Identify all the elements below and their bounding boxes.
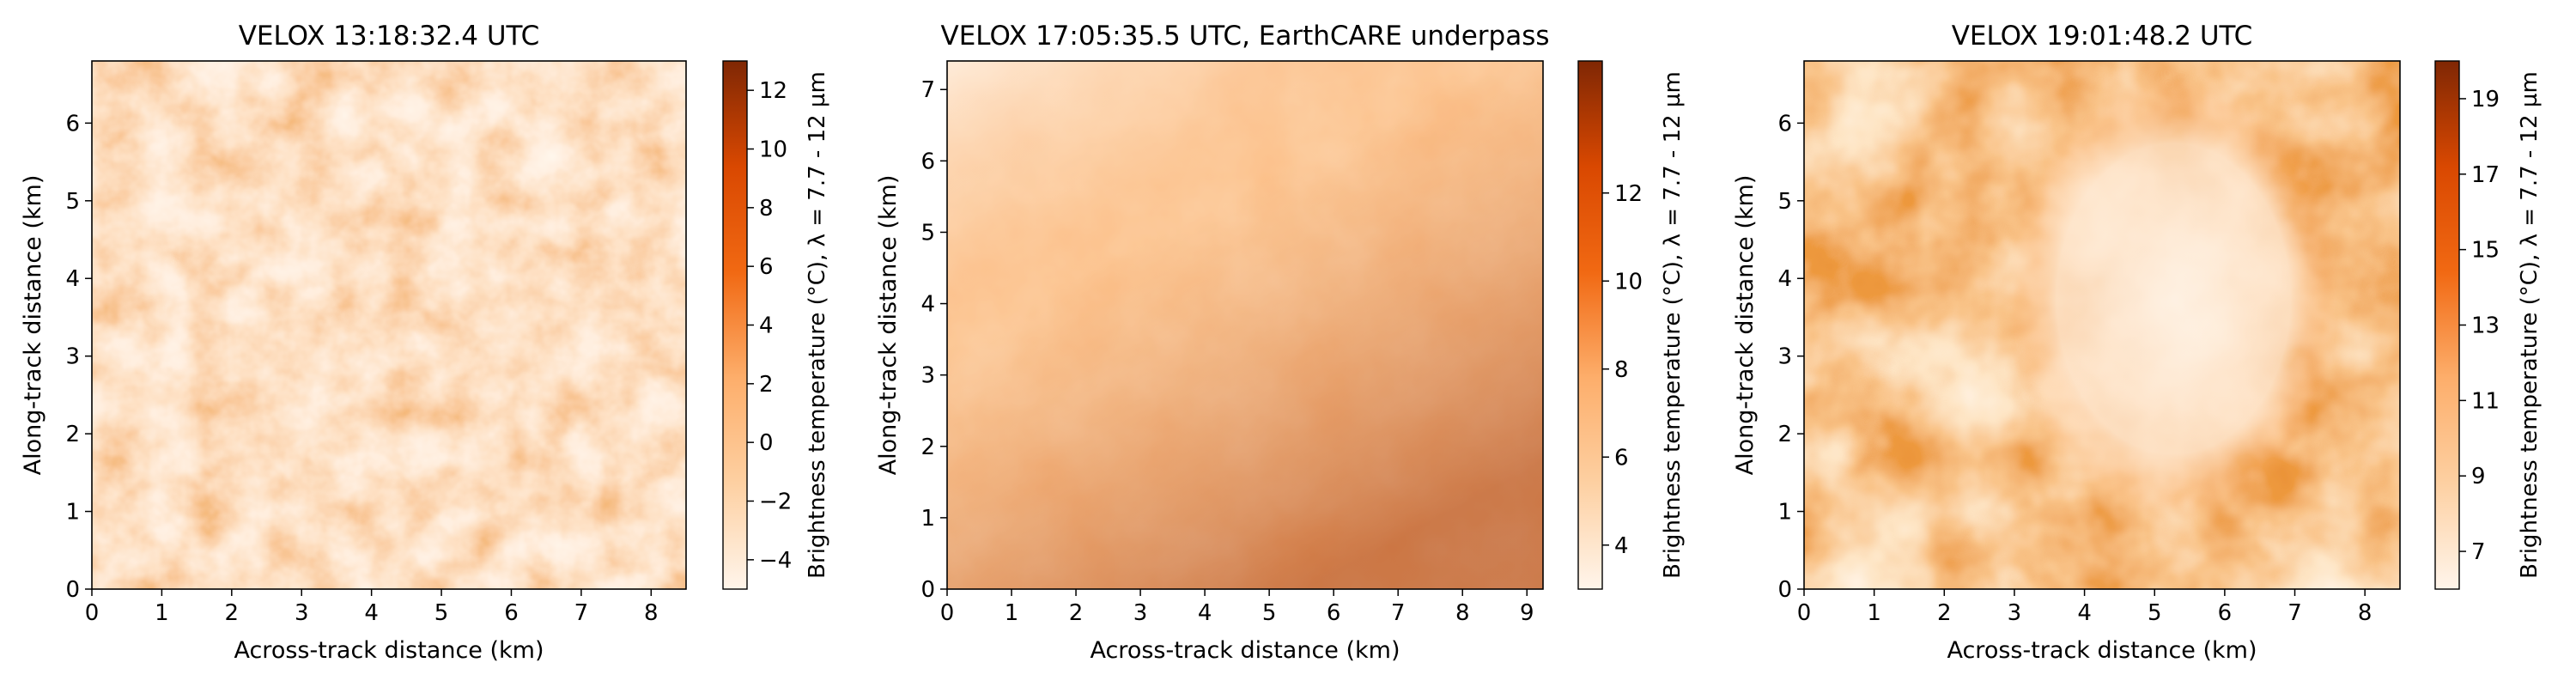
y-axis-label: Along-track distance (km) <box>875 175 902 476</box>
y-tick-label: 2 <box>65 422 80 447</box>
x-tick-label: 1 <box>1005 600 1019 626</box>
y-tick-label: 4 <box>65 266 80 292</box>
x-tick-label: 6 <box>2218 600 2233 626</box>
colorbar-tick-label: 2 <box>759 372 774 398</box>
colorbar-tick-label: 15 <box>2471 238 2500 264</box>
y-tick-label: 1 <box>1777 500 1792 526</box>
y-tick-label: 0 <box>65 577 80 603</box>
x-tick-label: 2 <box>225 600 240 626</box>
colorbar-label: Brightness temperature (°C), λ = 7.7 - 1… <box>2517 71 2543 579</box>
colorbar-tick-label: 7 <box>2471 539 2486 565</box>
colorbar-label: Brightness temperature (°C), λ = 7.7 - 1… <box>805 71 830 579</box>
colorbar-tick-label: 6 <box>1614 445 1629 471</box>
x-tick-label: 0 <box>1797 600 1812 626</box>
colorbar-tick-label: 8 <box>759 196 774 222</box>
chart-title: VELOX 19:01:48.2 UTC <box>1952 21 2253 52</box>
x-tick-label: 4 <box>1198 600 1212 626</box>
y-tick-label: 2 <box>920 435 935 460</box>
y-tick-label: 4 <box>920 292 935 318</box>
y-tick-label: 0 <box>1777 577 1792 603</box>
y-axis-label: Along-track distance (km) <box>20 175 46 476</box>
colorbar-tick-label: 4 <box>759 313 774 339</box>
x-tick-label: 6 <box>504 600 519 626</box>
x-tick-label: 0 <box>85 600 100 626</box>
x-tick-label: 2 <box>1937 600 1952 626</box>
colorbar-tick-label: 13 <box>2471 313 2500 339</box>
x-tick-label: 1 <box>1867 600 1881 626</box>
colorbar-tick-label: 10 <box>759 137 787 163</box>
y-tick-label: 4 <box>1777 266 1792 292</box>
x-tick-label: 5 <box>434 600 449 626</box>
x-tick-label: 3 <box>1133 600 1148 626</box>
y-tick-label: 5 <box>65 189 80 215</box>
colorbar-tick-label: 0 <box>759 430 774 456</box>
y-axis-label: Along-track distance (km) <box>1732 175 1759 476</box>
y-tick-label: 6 <box>65 111 80 137</box>
x-tick-label: 2 <box>1069 600 1084 626</box>
colorbar-label: Brightness temperature (°C), λ = 7.7 - 1… <box>1660 71 1686 579</box>
x-tick-label: 9 <box>1520 600 1534 626</box>
y-tick-label: 1 <box>920 506 935 532</box>
colorbar <box>722 60 748 590</box>
plot-frame <box>946 60 1544 590</box>
x-tick-label: 7 <box>2287 600 2302 626</box>
colorbar-tick-label: 12 <box>1614 181 1643 207</box>
y-tick-label: 6 <box>920 149 935 174</box>
panel-3: VELOX 19:01:48.2 UTC 0 1 2 3 4 5 6 7 8 0 1 2 3 4 5 6 Acro… <box>1732 21 2543 664</box>
chart-title: VELOX 13:18:32.4 UTC <box>239 21 540 52</box>
y-tick-label: 3 <box>1777 344 1792 370</box>
plot-frame <box>1803 60 2401 590</box>
heatmap-field <box>1804 61 2400 589</box>
x-tick-label: 0 <box>940 600 955 626</box>
x-tick-label: 8 <box>1455 600 1470 626</box>
y-tick-label: 3 <box>920 363 935 389</box>
colorbar-tick-label: 11 <box>2471 388 2500 414</box>
colorbar-tick-label: 9 <box>2471 464 2486 489</box>
plot-frame <box>91 60 687 590</box>
panel-2: VELOX 17:05:35.5 UTC, EarthCARE underpas… <box>875 21 1686 664</box>
x-tick-label: 5 <box>1262 600 1277 626</box>
x-tick-label: 6 <box>1327 600 1341 626</box>
chart-title: VELOX 17:05:35.5 UTC, EarthCARE underpas… <box>940 21 1549 52</box>
y-tick-label: 5 <box>920 220 935 246</box>
colorbar <box>1577 60 1603 590</box>
x-tick-label: 4 <box>364 600 379 626</box>
x-tick-label: 4 <box>2077 600 2092 626</box>
y-tick-label: 2 <box>1777 422 1792 447</box>
colorbar-tick-label: 19 <box>2471 87 2500 112</box>
x-tick-label: 3 <box>2008 600 2022 626</box>
x-axis-label: Across-track distance (km) <box>234 637 544 664</box>
y-tick-label: 3 <box>65 344 80 370</box>
x-axis-label: Across-track distance (km) <box>1947 637 2257 664</box>
x-tick-label: 3 <box>295 600 309 626</box>
colorbar-tick-label: 12 <box>759 78 787 104</box>
x-tick-label: 7 <box>574 600 589 626</box>
colorbar-tick-label: −4 <box>759 548 792 574</box>
colorbar-tick-label: 8 <box>1614 357 1629 383</box>
x-axis-label: Across-track distance (km) <box>1090 637 1400 664</box>
y-tick-label: 0 <box>920 577 935 603</box>
y-tick-label: 6 <box>1777 111 1792 137</box>
x-tick-label: 7 <box>1391 600 1406 626</box>
colorbar-tick-label: 4 <box>1614 533 1629 559</box>
heatmap-field <box>947 61 1543 589</box>
x-tick-label: 1 <box>155 600 169 626</box>
colorbar-tick-label: 6 <box>759 254 774 280</box>
colorbar-tick-label: 10 <box>1614 269 1643 295</box>
heatmap-field <box>92 61 686 589</box>
y-tick-label: 7 <box>920 77 935 103</box>
y-tick-label: 5 <box>1777 189 1792 215</box>
colorbar <box>2434 60 2460 590</box>
colorbar-tick-label: 17 <box>2471 162 2500 188</box>
colorbar-tick-label: −2 <box>759 489 792 515</box>
x-tick-label: 8 <box>644 600 659 626</box>
y-tick-label: 1 <box>65 500 80 526</box>
x-tick-label: 8 <box>2358 600 2372 626</box>
x-tick-label: 5 <box>2148 600 2162 626</box>
